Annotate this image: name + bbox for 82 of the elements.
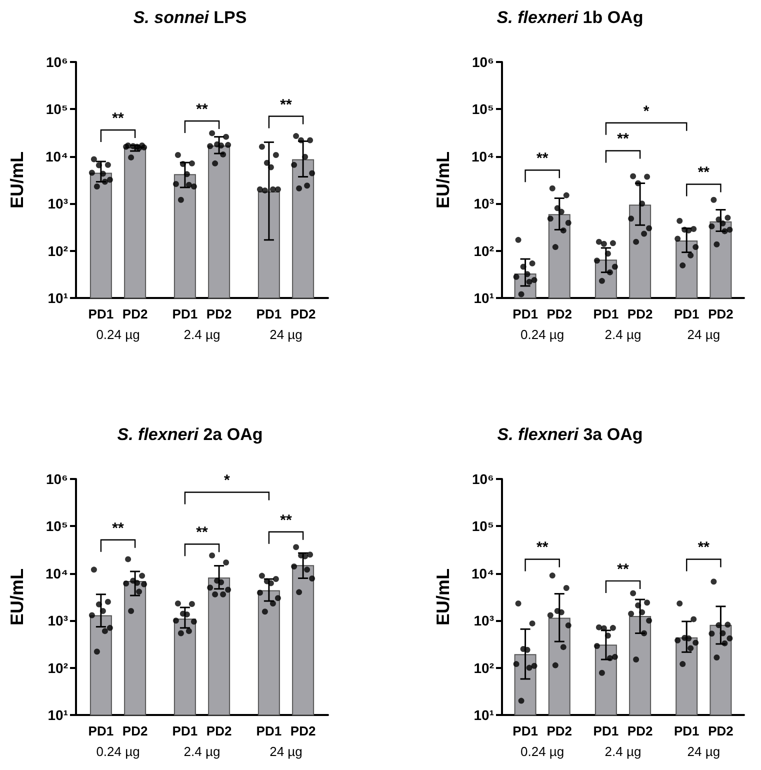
series-label: PD1 <box>512 306 538 322</box>
series-label: PD1 <box>512 724 538 738</box>
series-label: PD1 <box>172 724 198 738</box>
y-tick-label: 10⁴ <box>472 565 494 582</box>
y-tick-label: 10⁶ <box>472 54 494 70</box>
text: PD2 <box>290 306 316 322</box>
series-label: PD2 <box>122 306 148 322</box>
text: PD2 <box>708 724 734 738</box>
annotation: ** <box>617 560 629 578</box>
annotation: ** <box>698 164 710 182</box>
y-tick-label: 10⁵ <box>46 518 68 534</box>
y-tick-label: 10¹ <box>48 707 68 723</box>
text: PD1 <box>674 306 700 322</box>
series-label: PD2 <box>546 724 572 738</box>
annotation: ** <box>536 150 548 168</box>
annotation: ** <box>698 539 710 556</box>
x-tick-label: 0.24 µg <box>520 327 564 342</box>
y-tick-label: 10² <box>48 242 68 259</box>
y-axis-title: EU/mL <box>433 151 453 209</box>
x-tick-label: 24 µg <box>687 744 720 759</box>
y-tick-label: 10² <box>48 660 68 676</box>
text: PD1 <box>593 724 619 738</box>
chart-title: S. sonnei LPS <box>133 8 247 27</box>
text: PD2 <box>627 306 653 322</box>
text: PD2 <box>708 306 734 322</box>
y-axis-title: EU/mL <box>7 568 27 626</box>
y-tick-label: 10³ <box>48 196 68 212</box>
annotation: * <box>224 472 230 490</box>
y-tick-label: 10³ <box>474 196 494 212</box>
y-tick-label: 10² <box>474 242 494 259</box>
x-tick-label: 2.4 µg <box>184 744 220 759</box>
x-tick-label: 2.4 µg <box>604 327 642 342</box>
text: PD2 <box>290 724 316 738</box>
y-tick-label: 10¹ <box>48 290 68 306</box>
y-tick-label: 10⁶ <box>472 471 494 487</box>
text: PD2 <box>627 724 653 738</box>
annotation: ** <box>280 512 292 529</box>
y-tick-label: 10⁴ <box>472 148 494 164</box>
series-label: PD2 <box>546 306 572 322</box>
y-tick-label: 10⁶ <box>46 54 68 70</box>
chart-title: S. flexneri 1b OAg <box>496 8 644 27</box>
text: PD1 <box>256 724 282 738</box>
y-axis-title: EU/mL <box>433 568 453 626</box>
series-label: PD2 <box>122 724 148 738</box>
annotation: ** <box>617 130 629 148</box>
text: PD1 <box>674 724 700 738</box>
x-tick-label: 2.4 µg <box>184 327 220 342</box>
annotation: ** <box>196 101 208 118</box>
x-tick-label: 0.24 µg <box>96 327 140 342</box>
text: PD2 <box>206 306 232 322</box>
y-tick-label: 10² <box>474 660 494 676</box>
text: PD1 <box>88 724 114 738</box>
x-tick-label: 24 µg <box>270 744 302 759</box>
annotation: ** <box>280 96 292 114</box>
y-tick-label: 10³ <box>474 612 494 629</box>
x-tick-label: 24 µg <box>270 327 302 342</box>
annotation: ** <box>196 524 208 542</box>
text: PD1 <box>256 306 282 322</box>
y-axis-title: EU/mL <box>7 151 27 209</box>
x-tick-label: 0.24 µg <box>96 744 140 759</box>
y-tick-label: 10⁵ <box>472 518 494 534</box>
x-tick-label: 0.24 µg <box>520 744 564 759</box>
y-tick-label: 10⁵ <box>472 101 494 118</box>
y-tick-label: 10¹ <box>474 290 494 306</box>
x-tick-label: 24 µg <box>687 327 720 342</box>
chart-title: S. flexneri 2a OAg <box>117 425 263 444</box>
y-tick-label: 10⁵ <box>46 101 68 118</box>
chart-title: S. flexneri 3a OAg <box>497 425 643 444</box>
text: PD1 <box>88 306 114 322</box>
y-tick-label: 10⁴ <box>46 565 68 582</box>
text: PD1 <box>593 306 619 322</box>
annotation: ** <box>112 110 124 127</box>
annotation: ** <box>112 520 124 537</box>
y-tick-label: 10³ <box>48 612 68 629</box>
series-label: PD1 <box>172 306 198 322</box>
y-tick-label: 10⁶ <box>46 471 68 487</box>
annotation: * <box>643 102 650 120</box>
x-tick-label: 2.4 µg <box>604 744 642 759</box>
annotation: ** <box>536 539 548 556</box>
y-tick-label: 10¹ <box>474 707 494 723</box>
y-tick-label: 10⁴ <box>46 148 68 164</box>
text: PD2 <box>206 724 232 738</box>
